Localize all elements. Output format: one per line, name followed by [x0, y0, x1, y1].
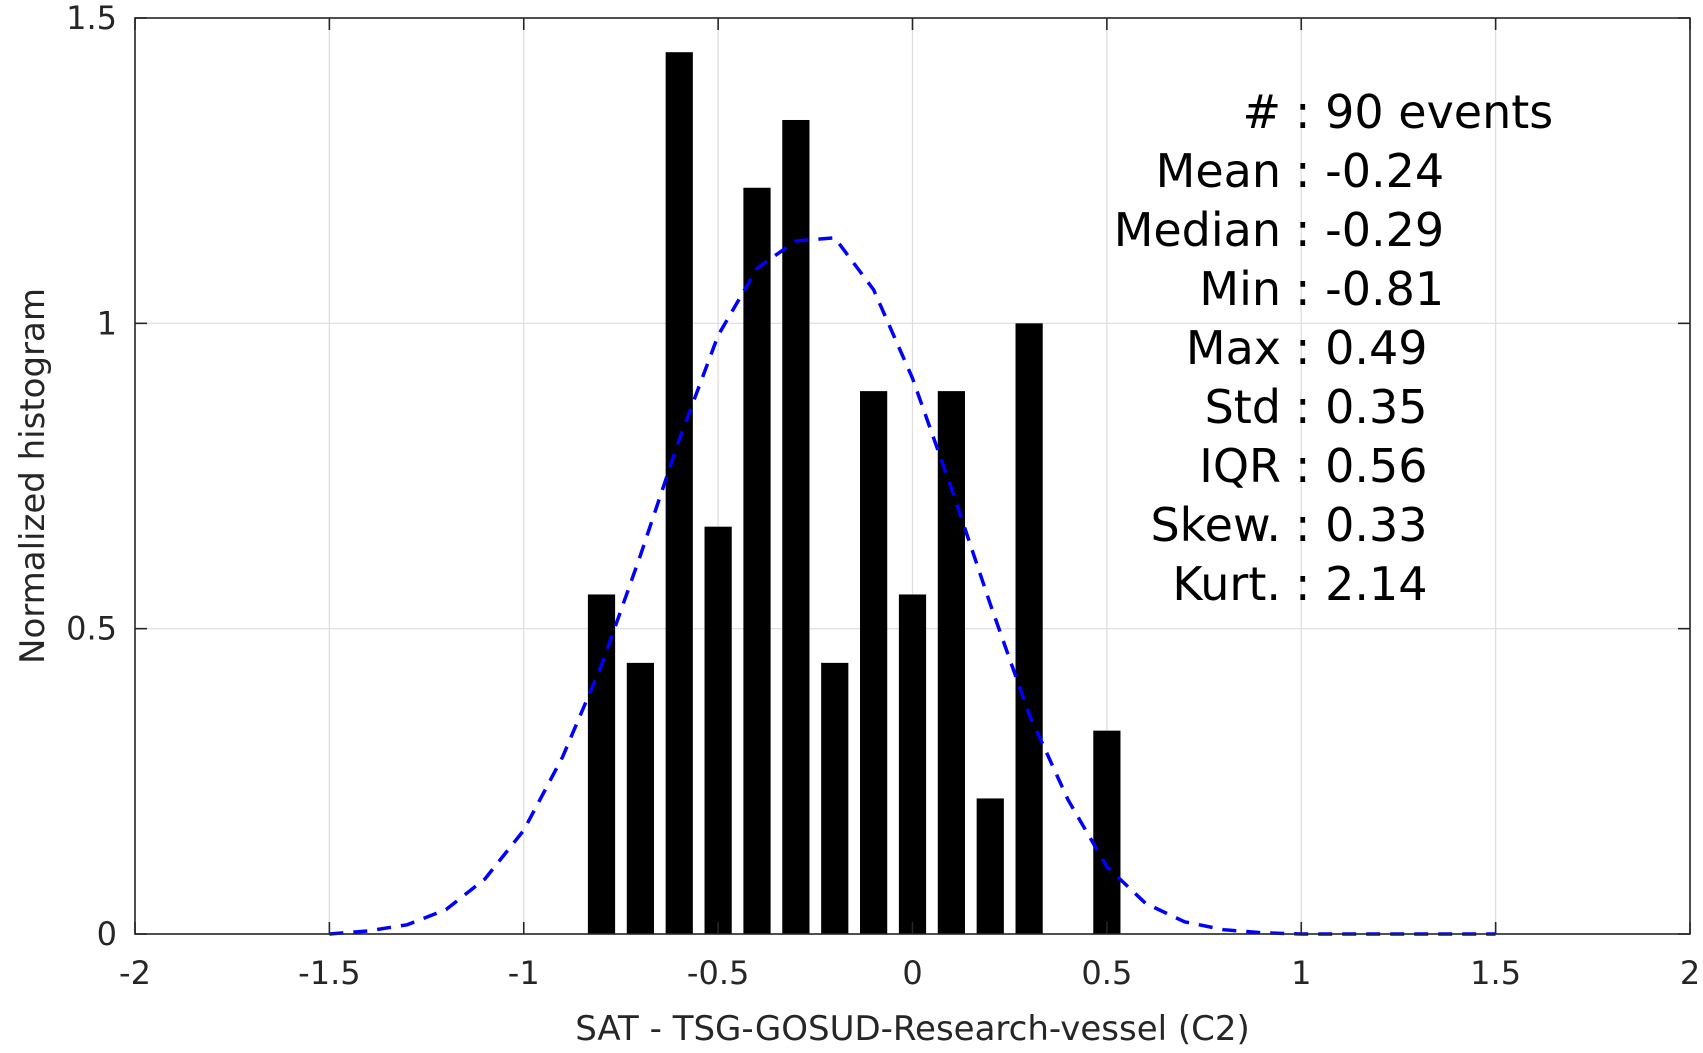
- x-tick-label: 1.5: [1470, 954, 1521, 992]
- stat-iqr-value: : 0.56: [1295, 439, 1428, 493]
- x-tick-label: 2: [1680, 954, 1700, 992]
- stat-mean-value: : -0.24: [1295, 144, 1444, 198]
- stat-kurt-value: : 2.14: [1295, 557, 1428, 611]
- stat-iqr: IQR : 0.56: [1199, 439, 1427, 493]
- stat-median-label: Median: [1114, 203, 1281, 257]
- y-tick-label: 1: [97, 304, 117, 342]
- stat-skew-value: : 0.33: [1295, 498, 1428, 552]
- stat-median-value: : -0.29: [1295, 203, 1444, 257]
- y-tick-label: 0: [97, 915, 117, 953]
- histogram-bar: [937, 391, 965, 935]
- x-tick-label: 0.5: [1081, 954, 1132, 992]
- stat-max: Max : 0.49: [1186, 321, 1428, 375]
- x-axis-label: SAT - TSG-GOSUD-Research-vessel (C2): [575, 1009, 1250, 1049]
- stat-mean: Mean : -0.24: [1156, 144, 1444, 198]
- stat-skew: Skew. : 0.33: [1150, 498, 1427, 552]
- stat-kurt: Kurt. : 2.14: [1172, 557, 1427, 611]
- histogram-bar: [782, 119, 810, 935]
- x-tick-label: 0: [902, 954, 922, 992]
- histogram-bar: [626, 662, 654, 934]
- stat-max-value: : 0.49: [1295, 321, 1428, 375]
- stat-kurt-label: Kurt.: [1172, 557, 1281, 611]
- histogram-bar: [898, 594, 927, 934]
- histogram-bar: [587, 594, 616, 934]
- stat-skew-label: Skew.: [1150, 498, 1281, 552]
- stat-max-label: Max: [1186, 321, 1281, 375]
- y-tick-label: 1.5: [66, 0, 117, 37]
- y-tick-label: 0.5: [66, 610, 117, 648]
- stat-count: # : 90 events: [1242, 85, 1553, 139]
- stat-mean-label: Mean: [1156, 144, 1281, 198]
- stat-min-value: : -0.81: [1295, 262, 1444, 316]
- x-tick-label: -2: [119, 954, 151, 992]
- stat-median: Median : -0.29: [1114, 203, 1444, 257]
- x-tick-label: 1: [1291, 954, 1311, 992]
- histogram-bar: [860, 391, 888, 935]
- x-tick-label: -1.5: [298, 954, 360, 992]
- histogram-bar: [743, 187, 771, 935]
- stat-min-label: Min: [1199, 262, 1281, 316]
- stat-count-label: #: [1242, 85, 1281, 139]
- histogram-bar: [976, 798, 1004, 934]
- stat-std: Std : 0.35: [1205, 380, 1428, 434]
- x-tick-label: -0.5: [687, 954, 749, 992]
- axes: [134, 17, 1691, 935]
- histogram-bar: [1093, 730, 1121, 934]
- x-tick-label: -1: [508, 954, 540, 992]
- histogram-bar: [821, 662, 849, 934]
- stat-min: Min : -0.81: [1199, 262, 1444, 316]
- bar-series: [587, 52, 1121, 935]
- stat-iqr-label: IQR: [1199, 439, 1281, 493]
- histogram-bar: [704, 526, 732, 934]
- histogram-bar: [665, 52, 693, 935]
- histogram-bar: [1015, 323, 1043, 934]
- stat-std-label: Std: [1205, 380, 1281, 434]
- stats-box: # : 90 events Mean : -0.24 Median : -0.29 Min:…: [1114, 85, 1554, 611]
- y-axis-label: Normalized histogram: [13, 288, 53, 664]
- stat-count-value: : 90 events: [1295, 85, 1553, 139]
- stat-std-value: : 0.35: [1295, 380, 1428, 434]
- tick-labels: -2 -1.5 -1 -0.5 0 0.5 1 1.5 2 0 0.5 1 1.5: [66, 0, 1700, 992]
